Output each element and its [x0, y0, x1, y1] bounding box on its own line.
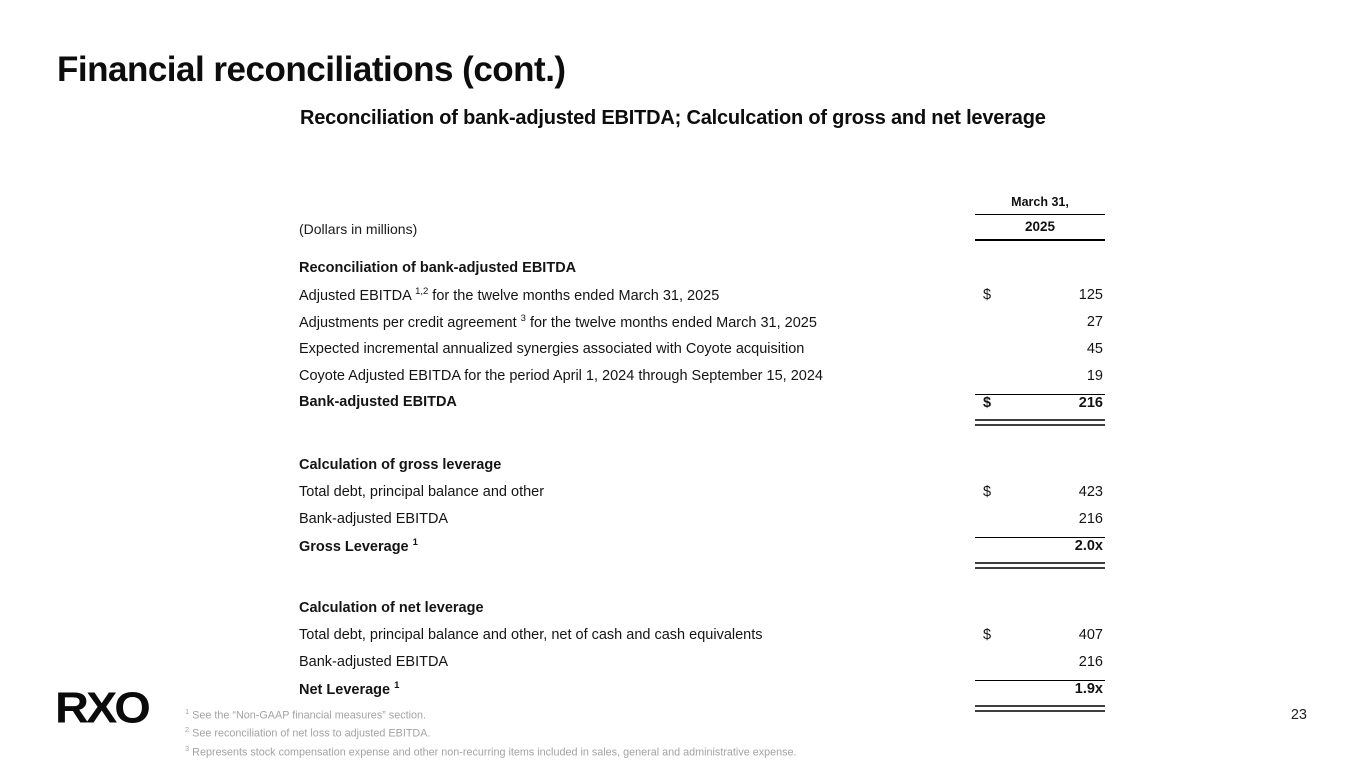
table-header-row: (Dollars in millions) 2025	[299, 215, 1105, 241]
table-row: Calculation of net leverage	[299, 595, 1105, 622]
row-label-text: for the twelve months ended March 31, 20…	[525, 314, 817, 331]
double-rule	[975, 705, 1105, 713]
row-value-cell: 19	[975, 368, 1105, 384]
section-title: Calculation of gross leverage	[299, 457, 502, 474]
row-value: 27	[1086, 313, 1103, 330]
row-label: Total debt, principal balance and other	[299, 483, 545, 500]
currency-symbol: $	[983, 483, 992, 500]
section-gap	[299, 426, 1105, 452]
footnote-ref: 1	[412, 536, 418, 548]
row-value-cell: 45	[975, 341, 1105, 357]
table-total-row: Net Leverage 1 1.9x	[299, 675, 1105, 702]
page-number: 23	[1290, 707, 1307, 723]
footnote: 3 Represents stock compensation expense …	[185, 742, 965, 760]
row-label-text: Gross Leverage	[299, 538, 413, 555]
table-total-row: Gross Leverage 1 2.0x	[299, 532, 1105, 559]
row-value-cell: 2.0x	[975, 537, 1105, 554]
row-value: 216	[1078, 653, 1103, 670]
row-value: 423	[1078, 483, 1103, 500]
row-value-cell: $216	[975, 393, 1105, 411]
table-row: Expected incremental annualized synergie…	[299, 335, 1105, 362]
footnote-number: 1	[185, 707, 190, 716]
table-row: Bank-adjusted EBITDA 216	[299, 505, 1105, 532]
row-label-text: Net Leverage	[299, 681, 395, 698]
reconciliation-table: March 31, (Dollars in millions) 2025 Rec…	[299, 192, 1105, 713]
row-label-text: Adjustments per credit agreement	[299, 314, 521, 331]
table-row: Coyote Adjusted EBITDA for the period Ap…	[299, 362, 1105, 389]
row-label-text: Adjusted EBITDA	[299, 288, 416, 305]
table-header-row: March 31,	[299, 192, 1105, 215]
currency-symbol: $	[983, 627, 992, 644]
row-label: Total debt, principal balance and other,…	[299, 627, 763, 644]
footnote-number: 3	[185, 743, 190, 753]
footnote: 1 See the “Non-GAAP financial measures” …	[185, 705, 965, 723]
row-value: 216	[1078, 510, 1103, 527]
period-month-label: March 31,	[975, 195, 1105, 215]
row-label-text: for the twelve months ended March 31, 20…	[428, 288, 720, 305]
currency-symbol: $	[983, 394, 992, 411]
row-value: 125	[1078, 287, 1103, 304]
row-value-cell: 216	[975, 654, 1105, 670]
section-title: Reconciliation of bank-adjusted EBITDA	[299, 260, 577, 277]
table-row: Total debt, principal balance and other,…	[299, 622, 1105, 649]
footnote-ref: 3	[520, 313, 526, 325]
table-total-row: Bank-adjusted EBITDA $216	[299, 389, 1105, 416]
table-row: Calculation of gross leverage	[299, 452, 1105, 479]
currency-symbol: $	[983, 287, 992, 304]
row-value-cell: $423	[975, 484, 1105, 500]
page-title: Financial reconciliations (cont.)	[57, 50, 566, 89]
row-value: 2.0x	[1074, 538, 1103, 555]
row-value-cell: $407	[975, 627, 1105, 643]
row-label: Adjustments per credit agreement 3 for t…	[299, 313, 975, 331]
row-value-cell: $125	[975, 287, 1105, 303]
table-row: Adjustments per credit agreement 3 for t…	[299, 309, 1105, 336]
row-label: Coyote Adjusted EBITDA for the period Ap…	[299, 367, 823, 384]
footnotes: 1 See the “Non-GAAP financial measures” …	[185, 705, 965, 760]
section-title: Calculation of net leverage	[299, 600, 484, 617]
footnote-ref: 1	[394, 679, 400, 691]
units-note: (Dollars in millions)	[299, 221, 418, 237]
footnote-text: Represents stock compensation expense an…	[189, 746, 797, 759]
footnote-text: See reconciliation of net loss to adjust…	[189, 727, 431, 740]
footnote: 2 See reconciliation of net loss to adju…	[185, 723, 965, 741]
row-value: 45	[1086, 340, 1103, 357]
row-label: Adjusted EBITDA 1,2 for the twelve month…	[299, 286, 975, 304]
row-label: Gross Leverage 1	[299, 537, 975, 555]
row-value-cell: 1.9x	[975, 680, 1105, 697]
row-value: 407	[1078, 627, 1103, 644]
rxo-logo: RXO	[55, 683, 151, 732]
table-row: Bank-adjusted EBITDA 216	[299, 649, 1105, 676]
table-row: Adjusted EBITDA 1,2 for the twelve month…	[299, 282, 1105, 309]
row-value-cell: 216	[975, 511, 1105, 527]
row-value: 216	[1078, 394, 1103, 411]
footnote-number: 2	[185, 725, 190, 735]
row-value: 1.9x	[1074, 681, 1103, 698]
row-value-cell: 27	[975, 314, 1105, 330]
row-label: Bank-adjusted EBITDA	[299, 394, 457, 411]
table-row: Total debt, principal balance and other …	[299, 479, 1105, 506]
period-year-label: 2025	[975, 219, 1105, 241]
row-label: Net Leverage 1	[299, 680, 975, 698]
table-row: Reconciliation of bank-adjusted EBITDA	[299, 255, 1105, 282]
row-value: 19	[1086, 367, 1103, 384]
footnote-ref: 1,2	[415, 286, 429, 298]
footnote-text: See the “Non-GAAP financial measures” se…	[189, 709, 427, 722]
row-label: Expected incremental annualized synergie…	[299, 340, 805, 357]
section-gap	[299, 569, 1105, 595]
row-label: Bank-adjusted EBITDA	[299, 653, 449, 670]
row-label: Bank-adjusted EBITDA	[299, 510, 449, 527]
double-rule	[975, 418, 1105, 426]
slide-subtitle: Reconciliation of bank-adjusted EBITDA; …	[300, 107, 1046, 129]
double-rule	[975, 561, 1105, 569]
header-gap	[299, 241, 1105, 255]
